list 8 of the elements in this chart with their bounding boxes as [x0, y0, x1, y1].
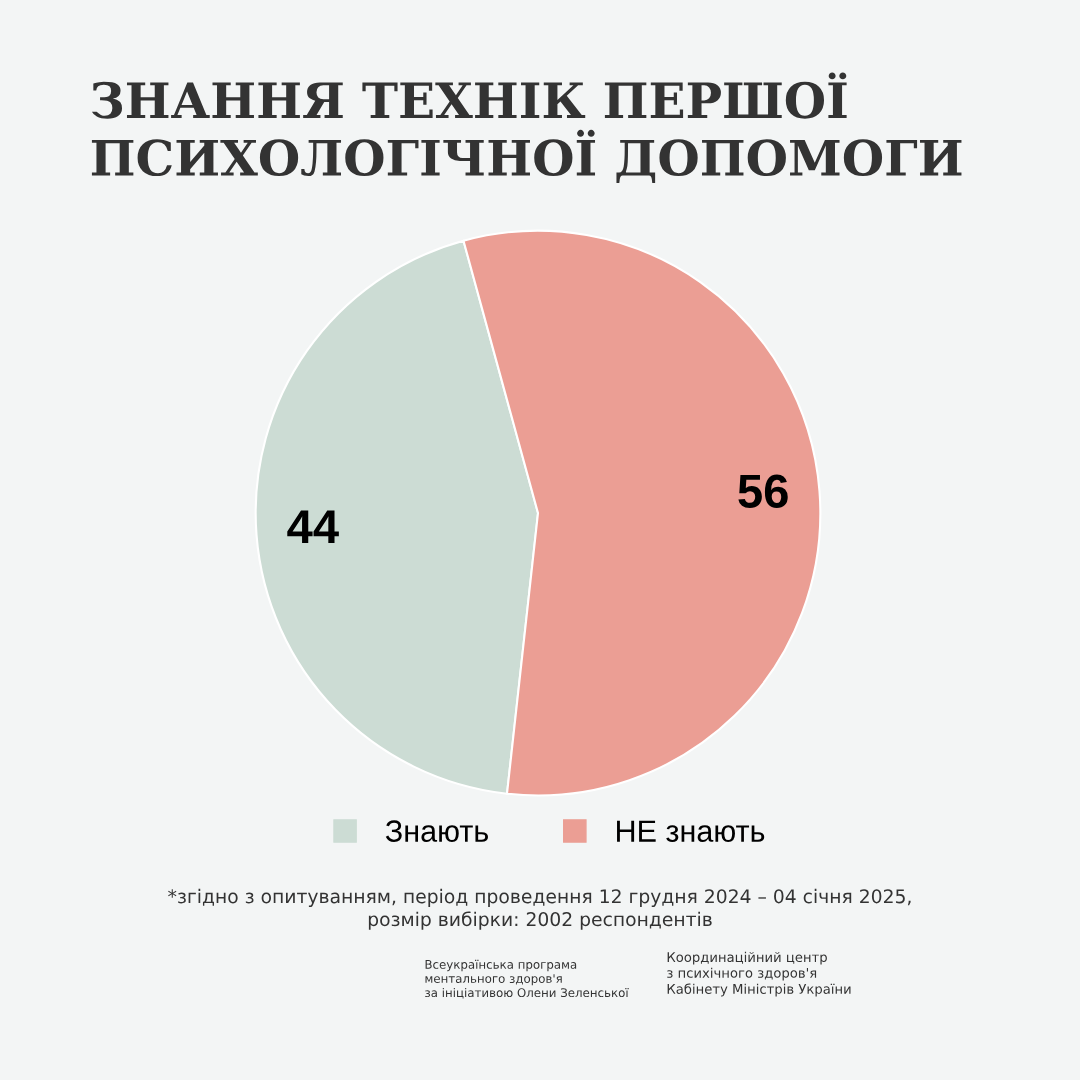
text: Всеукраїнська програма ментального здоров'я за ініціативою Олени Зеленської	[425, 959, 629, 999]
legend-label: НЕ знають	[617, 820, 765, 842]
data-label: 44	[287, 510, 339, 543]
data-label: 56	[738, 474, 788, 509]
text: Координаційний центр з психічного здоров'я Кабінету Міністрів України	[667, 951, 851, 997]
text: *згідно з опитуванням, період проведення 12 грудня 2024 – 04 січня 2025, розмір вибірки: 2002 респондентів	[168, 888, 911, 930]
chart-title: ЗНАННЯ ТЕХНІК ПЕРШОЇ ПСИХОЛОГІЧНОЇ ДОПОМОГИ	[91, 72, 962, 184]
legend-label: Знають	[385, 820, 489, 842]
